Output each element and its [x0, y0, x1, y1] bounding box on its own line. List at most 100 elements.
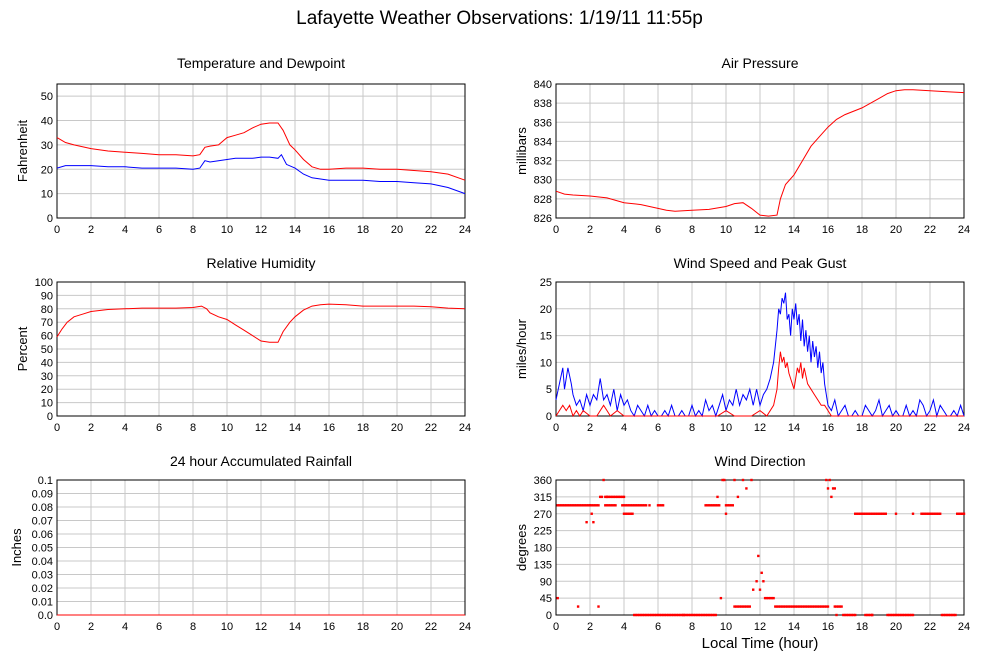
y-axis-label: millibars	[514, 127, 529, 175]
x-tick-label: 20	[391, 621, 403, 633]
x-tick-label: 18	[357, 621, 369, 633]
data-point	[741, 478, 745, 482]
data-point	[570, 504, 573, 507]
y-tick-label: 0.09	[32, 489, 53, 501]
x-tick-label: 14	[788, 224, 800, 236]
data-point	[935, 512, 938, 515]
y-tick-label: 5	[546, 384, 552, 396]
data-point	[864, 512, 867, 515]
data-point	[774, 605, 777, 608]
series-line-red	[56, 303, 466, 343]
y-tick-label: 840	[534, 79, 552, 91]
data-point	[942, 613, 945, 617]
data-point	[680, 613, 683, 617]
data-point	[871, 512, 874, 515]
x-tick-label: 18	[856, 422, 868, 434]
data-point	[576, 504, 580, 507]
data-point	[605, 495, 609, 499]
data-point	[682, 613, 685, 617]
data-point	[752, 588, 755, 591]
data-point	[678, 613, 682, 617]
data-point	[556, 596, 559, 600]
data-point	[733, 478, 736, 482]
plot-frame	[56, 83, 466, 219]
x-tick-label: 14	[788, 422, 800, 434]
data-point	[825, 605, 828, 608]
x-tick-label: 12	[754, 422, 766, 434]
data-point	[750, 478, 753, 482]
data-point	[660, 504, 663, 507]
y-tick-label: 10	[540, 357, 552, 369]
y-tick-label: 270	[534, 509, 552, 521]
data-point	[850, 613, 853, 617]
data-point	[757, 554, 760, 558]
x-tick-label: 24	[459, 422, 471, 434]
x-tick-label: 8	[190, 621, 196, 633]
x-tick-label: 24	[958, 422, 970, 434]
data-point	[867, 512, 870, 515]
y-tick-label: 20	[540, 304, 552, 316]
data-point	[661, 504, 665, 507]
data-point	[922, 512, 925, 515]
data-point	[565, 504, 568, 507]
data-point	[675, 613, 678, 617]
data-point	[939, 512, 942, 515]
data-point	[906, 613, 910, 617]
data-point	[833, 487, 836, 490]
y-tick-label: 0.08	[32, 502, 53, 514]
data-point	[670, 613, 673, 617]
data-point	[636, 504, 639, 507]
x-tick-label: 16	[822, 224, 834, 236]
data-point	[843, 613, 847, 617]
data-point	[609, 495, 612, 499]
data-point	[886, 613, 889, 617]
data-point	[621, 495, 624, 499]
data-point	[648, 504, 651, 507]
x-tick-label: 18	[357, 422, 369, 434]
data-point	[627, 512, 631, 515]
data-point	[869, 512, 872, 515]
data-point	[711, 504, 714, 507]
y-tick-label: 828	[534, 194, 552, 206]
data-point	[624, 512, 627, 515]
data-point	[684, 613, 687, 617]
x-tick-label: 10	[221, 422, 233, 434]
data-point	[884, 512, 887, 515]
data-point	[825, 478, 828, 482]
data-point	[716, 504, 719, 507]
data-point	[712, 613, 716, 617]
data-point	[820, 605, 823, 608]
y-tick-label: 0.02	[32, 583, 53, 595]
data-point	[706, 504, 709, 507]
y-tick-label: 826	[534, 213, 552, 225]
data-point	[556, 504, 559, 507]
data-point	[658, 613, 661, 617]
data-point	[736, 605, 740, 608]
x-tick-label: 6	[655, 621, 661, 633]
data-point	[905, 613, 908, 617]
x-tick-label: 2	[88, 224, 94, 236]
data-point	[616, 495, 619, 499]
y-tick-label: 30	[41, 140, 53, 152]
data-point	[780, 605, 784, 608]
data-point	[590, 512, 593, 515]
data-point	[604, 495, 607, 499]
x-tick-label: 16	[822, 422, 834, 434]
data-point	[633, 504, 636, 507]
data-point	[634, 504, 638, 507]
data-point	[772, 596, 775, 600]
x-axis-label: Local Time (hour)	[701, 635, 819, 652]
data-point	[689, 613, 692, 617]
data-point	[653, 613, 656, 617]
x-tick-label: 22	[425, 224, 437, 236]
y-tick-label: 0.07	[32, 516, 53, 528]
data-point	[903, 613, 906, 617]
x-tick-label: 2	[88, 422, 94, 434]
y-tick-label: 0	[47, 411, 53, 423]
data-point	[590, 504, 593, 507]
data-point	[770, 596, 774, 600]
data-point	[614, 504, 617, 507]
y-tick-label: 90	[41, 290, 53, 302]
data-point	[585, 520, 588, 524]
